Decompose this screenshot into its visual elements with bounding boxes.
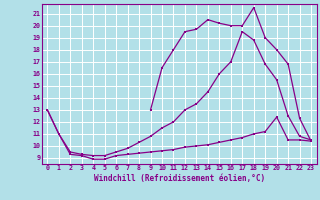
X-axis label: Windchill (Refroidissement éolien,°C): Windchill (Refroidissement éolien,°C)	[94, 174, 265, 183]
